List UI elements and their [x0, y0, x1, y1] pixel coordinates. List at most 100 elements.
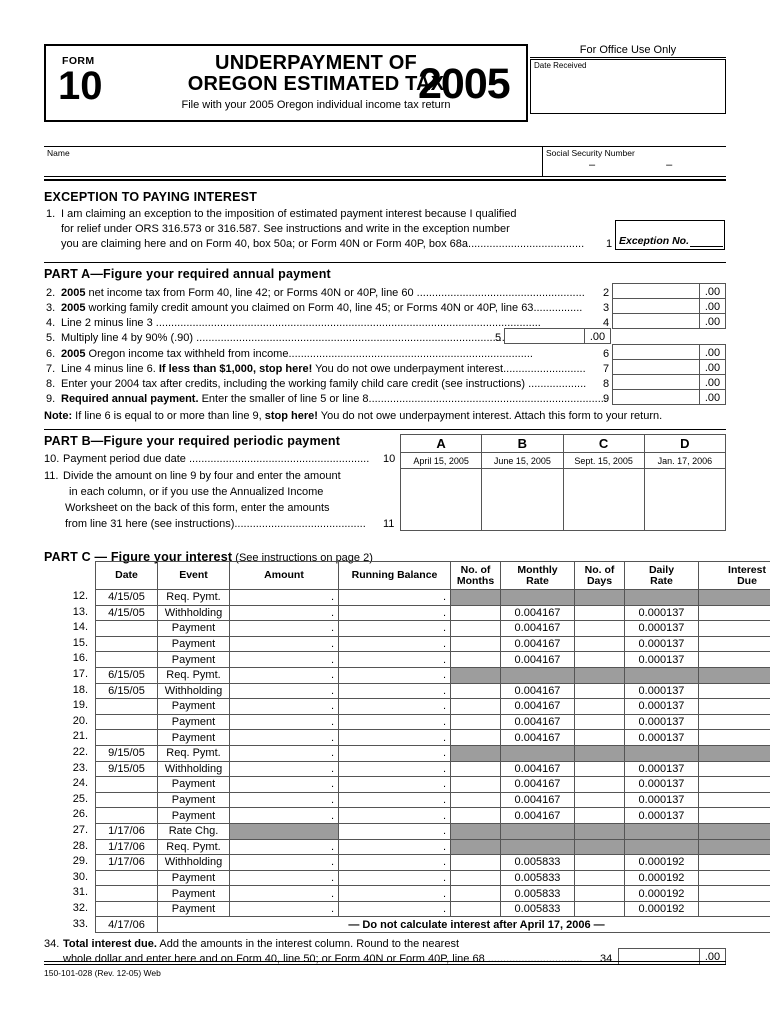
cell-amount[interactable]: . — [229, 760, 339, 778]
cell-event[interactable]: Payment — [157, 635, 230, 653]
cell-date[interactable]: 9/15/05 — [95, 744, 158, 762]
cell-running-balance[interactable]: . — [338, 760, 451, 778]
cell-monthly-rate[interactable]: 0.005833 — [500, 869, 575, 887]
cell-months[interactable] — [450, 807, 501, 824]
cell-monthly-rate[interactable]: 0.005833 — [500, 900, 575, 918]
cell-monthly-rate[interactable]: 0.005833 — [500, 885, 575, 902]
cell-date[interactable] — [95, 869, 158, 887]
periodic-payment-d[interactable] — [643, 468, 727, 531]
cell-amount[interactable]: . — [229, 885, 339, 902]
cell-date[interactable]: 4/15/05 — [95, 604, 158, 622]
cell-interest-due[interactable]: . — [698, 854, 770, 871]
cell-date[interactable] — [95, 729, 158, 746]
cell-event[interactable]: Withholding — [157, 854, 230, 871]
cell-event[interactable]: Req. Pymt. — [157, 838, 230, 856]
line-8-amount-field[interactable]: .00 — [612, 374, 726, 390]
cell-running-balance[interactable]: . — [338, 854, 451, 871]
cell-event[interactable]: Withholding — [157, 760, 230, 778]
cell-monthly-rate[interactable]: 0.004167 — [500, 682, 575, 700]
cell-running-balance[interactable]: . — [338, 666, 451, 684]
cell-event[interactable]: Payment — [157, 698, 230, 715]
exception-number-box[interactable]: Exception No. — [615, 220, 725, 250]
cell-daily-rate[interactable]: 0.000192 — [624, 854, 699, 871]
cell-date[interactable]: 9/15/05 — [95, 760, 158, 778]
cell-daily-rate[interactable]: 0.000137 — [624, 635, 699, 653]
cell-days[interactable] — [574, 854, 625, 871]
cell-amount[interactable]: . — [229, 604, 339, 622]
cell-months[interactable] — [450, 776, 501, 793]
cell-daily-rate[interactable]: 0.000192 — [624, 900, 699, 918]
cell-days[interactable] — [574, 776, 625, 793]
cell-daily-rate[interactable]: 0.000137 — [624, 729, 699, 746]
cell-event[interactable]: Payment — [157, 713, 230, 731]
cell-running-balance[interactable]: . — [338, 713, 451, 731]
cell-event[interactable]: Withholding — [157, 604, 230, 622]
cell-interest-due[interactable]: . — [698, 651, 770, 668]
cell-date[interactable] — [95, 651, 158, 668]
cell-daily-rate[interactable]: 0.000137 — [624, 807, 699, 824]
cell-running-balance[interactable]: . — [338, 651, 451, 668]
cell-months[interactable] — [450, 635, 501, 653]
cell-days[interactable] — [574, 698, 625, 715]
cell-months[interactable] — [450, 713, 501, 731]
cell-daily-rate[interactable]: 0.000137 — [624, 682, 699, 700]
cell-running-balance[interactable]: . — [338, 744, 451, 762]
cell-running-balance[interactable]: . — [338, 869, 451, 887]
cell-days[interactable] — [574, 620, 625, 637]
cell-date[interactable] — [95, 635, 158, 653]
cell-interest-due[interactable]: . — [698, 620, 770, 637]
cell-amount[interactable]: . — [229, 651, 339, 668]
cell-interest-due[interactable]: . — [698, 869, 770, 887]
line-3-amount-field[interactable]: .00 — [612, 298, 726, 314]
cell-running-balance[interactable]: . — [338, 729, 451, 746]
cell-date[interactable]: 6/15/05 — [95, 666, 158, 684]
cell-interest-due[interactable]: . — [698, 604, 770, 622]
line-9-amount-field[interactable]: .00 — [612, 389, 726, 405]
cell-days[interactable] — [574, 635, 625, 653]
cell-interest-due[interactable]: . — [698, 713, 770, 731]
cell-amount[interactable]: . — [229, 791, 339, 809]
periodic-payment-c[interactable] — [562, 468, 645, 531]
cell-daily-rate[interactable]: 0.000137 — [624, 713, 699, 731]
cell-amount[interactable]: . — [229, 900, 339, 918]
cell-monthly-rate[interactable]: 0.004167 — [500, 713, 575, 731]
line-2-amount-field[interactable]: .00 — [612, 283, 726, 299]
cell-date[interactable] — [95, 791, 158, 809]
cell-days[interactable] — [574, 760, 625, 778]
cell-date[interactable] — [95, 776, 158, 793]
cell-interest-due[interactable]: . — [698, 885, 770, 902]
cell-amount[interactable]: . — [229, 854, 339, 871]
cell-monthly-rate[interactable]: 0.004167 — [500, 604, 575, 622]
cell-days[interactable] — [574, 682, 625, 700]
cell-monthly-rate[interactable]: 0.004167 — [500, 776, 575, 793]
cell-amount[interactable]: . — [229, 666, 339, 684]
cell-event[interactable]: Payment — [157, 869, 230, 887]
cell-event[interactable]: Payment — [157, 791, 230, 809]
cell-running-balance[interactable]: . — [338, 635, 451, 653]
cell-running-balance[interactable]: . — [338, 807, 451, 824]
cell-daily-rate[interactable]: 0.000137 — [624, 776, 699, 793]
cell-amount[interactable]: . — [229, 635, 339, 653]
cell-event[interactable]: Req. Pymt. — [157, 666, 230, 684]
cell-days[interactable] — [574, 900, 625, 918]
cell-running-balance[interactable]: . — [338, 822, 451, 840]
cell-event[interactable]: Rate Chg. — [157, 822, 230, 840]
cell-running-balance[interactable]: . — [338, 620, 451, 637]
cell-interest-due[interactable]: . — [698, 900, 770, 918]
cell-amount[interactable]: . — [229, 729, 339, 746]
cell-monthly-rate[interactable]: 0.004167 — [500, 760, 575, 778]
cell-interest-due[interactable]: . — [698, 729, 770, 746]
cell-date[interactable] — [95, 885, 158, 902]
cell-running-balance[interactable]: . — [338, 698, 451, 715]
cell-date[interactable]: 1/17/06 — [95, 854, 158, 871]
cell-running-balance[interactable]: . — [338, 682, 451, 700]
cell-date[interactable]: 4/15/05 — [95, 589, 158, 606]
cell-days[interactable] — [574, 807, 625, 824]
cell-interest-due[interactable]: . — [698, 682, 770, 700]
cell-event[interactable]: Payment — [157, 651, 230, 668]
cell-monthly-rate[interactable]: 0.004167 — [500, 791, 575, 809]
cell-event[interactable]: Payment — [157, 885, 230, 902]
cell-amount[interactable]: . — [229, 713, 339, 731]
cell-date[interactable]: 1/17/06 — [95, 838, 158, 856]
cell-interest-due[interactable]: . — [698, 698, 770, 715]
